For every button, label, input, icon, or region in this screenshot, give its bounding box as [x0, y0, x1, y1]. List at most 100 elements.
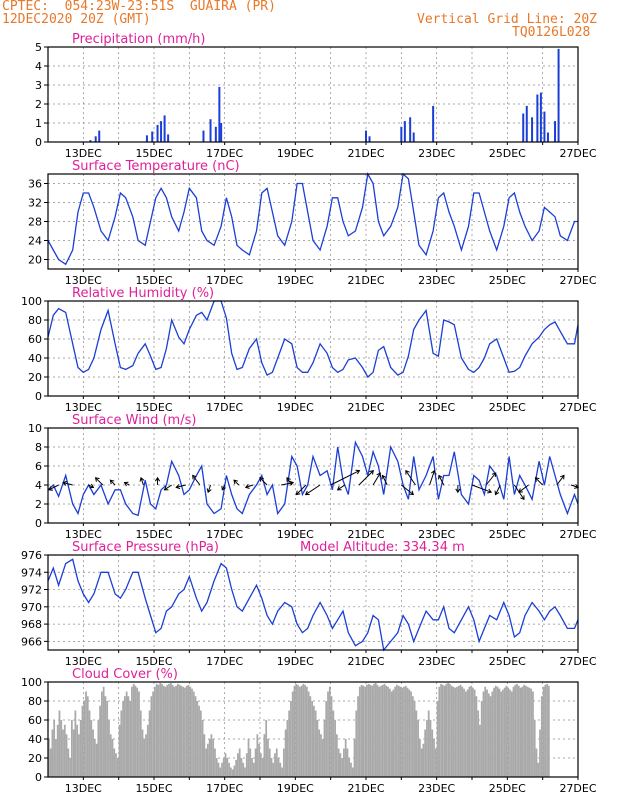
cloud-bar [102, 686, 105, 777]
precip-bar [163, 115, 166, 142]
cloud-bar [447, 682, 450, 777]
cloud-bar [129, 701, 132, 777]
cloud-bar [343, 748, 345, 777]
precip-bar [209, 119, 212, 142]
cloud-bar [500, 691, 503, 777]
cloud-bar [127, 696, 130, 777]
cloud-bar [222, 758, 225, 777]
cloud-bar [159, 682, 162, 777]
cloud-bar [88, 710, 91, 777]
cloud-bar [214, 748, 216, 777]
cloud-bar [207, 743, 209, 777]
cloud-bar [397, 685, 400, 777]
cloud-bar [459, 684, 462, 777]
cloud-bar [150, 696, 153, 777]
cloud-bar [493, 687, 495, 777]
cloud-bar [408, 689, 411, 777]
cloud-bar [182, 686, 185, 777]
cloud-bar [314, 710, 317, 777]
y-tick-label: 966 [21, 635, 42, 648]
cloud-bar [134, 685, 137, 777]
x-tick-label: 19DEC [277, 782, 314, 795]
cloud-bar [410, 691, 412, 777]
cloud-bar [436, 701, 439, 777]
cloud-bar [454, 687, 457, 777]
y-tick-label: 974 [21, 566, 42, 579]
cloud-bar [401, 687, 404, 777]
y-tick-label: 32 [28, 197, 42, 210]
cloud-bar [484, 686, 487, 777]
cloud-bar [281, 767, 283, 777]
wind-arrow [154, 476, 161, 485]
y-tick-label: 970 [21, 601, 42, 614]
wind-arrow [381, 474, 388, 486]
wind-arrow [48, 484, 59, 491]
cloud-bar [111, 739, 114, 777]
cloud-bar [67, 748, 70, 777]
cloud-bar [164, 686, 167, 777]
y-tick-label: 3 [35, 79, 42, 92]
cloud-bar [154, 686, 156, 777]
x-tick-label: 27DEC [559, 655, 596, 668]
x-tick-label: 13DEC [65, 401, 102, 414]
wind-arrow [206, 484, 212, 494]
precip-bar [432, 105, 435, 142]
cloud-bar [348, 758, 351, 777]
humidity-title: Relative Humidity (%) [72, 286, 214, 301]
cloud-bar [463, 688, 465, 777]
precip-bar [368, 136, 371, 142]
x-tick-label: 19DEC [277, 528, 314, 541]
precip-bar [536, 94, 539, 142]
cloud-bar [344, 739, 347, 777]
wind-title: Surface Wind (m/s) [72, 413, 196, 428]
y-tick-label: 20 [28, 254, 42, 267]
y-tick-label: 100 [21, 676, 42, 689]
precip-bar [531, 117, 534, 142]
cloud-bar [547, 685, 550, 777]
precip-bar [160, 121, 163, 142]
cloud-bar [254, 748, 257, 777]
cloud-bar [422, 743, 425, 777]
cloud-bar [351, 767, 354, 777]
cloud-bar [450, 685, 453, 777]
cloud-bar [468, 686, 471, 777]
x-tick-label: 27DEC [559, 782, 596, 795]
cloud-bar [63, 724, 66, 777]
wind-arrow [175, 484, 186, 490]
cloud-bar [362, 685, 365, 777]
cloud-bar [419, 739, 421, 777]
wind-arrow [494, 484, 501, 496]
wind-arrow [286, 477, 293, 486]
cloud-bar [288, 710, 291, 777]
cloud-bar [210, 734, 213, 777]
x-tick-label: 17DEC [206, 401, 243, 414]
cloud-bar [517, 685, 520, 777]
x-tick-label: 21DEC [347, 401, 384, 414]
cloud-bar [155, 683, 158, 777]
cloud-bar [245, 753, 248, 777]
header-date: 12DEC2020 20Z (GMT) [2, 12, 151, 27]
cloud-bar [252, 762, 255, 777]
wind-arrow [304, 484, 321, 496]
precip-bar [151, 131, 154, 142]
cloud-bar [143, 739, 146, 777]
cloud-bar [512, 686, 515, 777]
cloud-bar [440, 683, 442, 777]
cloud-bar [139, 710, 142, 777]
wind-arrow [88, 483, 95, 489]
cloud-bar [316, 720, 319, 777]
x-tick-label: 13DEC [65, 147, 102, 160]
y-tick-label: 24 [28, 235, 42, 248]
cloud-bar [237, 753, 239, 777]
cloud-bar [369, 684, 372, 777]
y-tick-label: 5 [35, 41, 42, 54]
cloud-bar [56, 724, 59, 777]
cloud-bar [132, 683, 135, 777]
cloud-bar [327, 691, 329, 777]
cloud-bar [219, 767, 222, 777]
wind-arrow [438, 474, 445, 486]
cloud-bar [90, 720, 93, 777]
cloud-bar [438, 686, 441, 777]
cloud-bar [86, 696, 89, 777]
cloud-bar [532, 691, 534, 777]
